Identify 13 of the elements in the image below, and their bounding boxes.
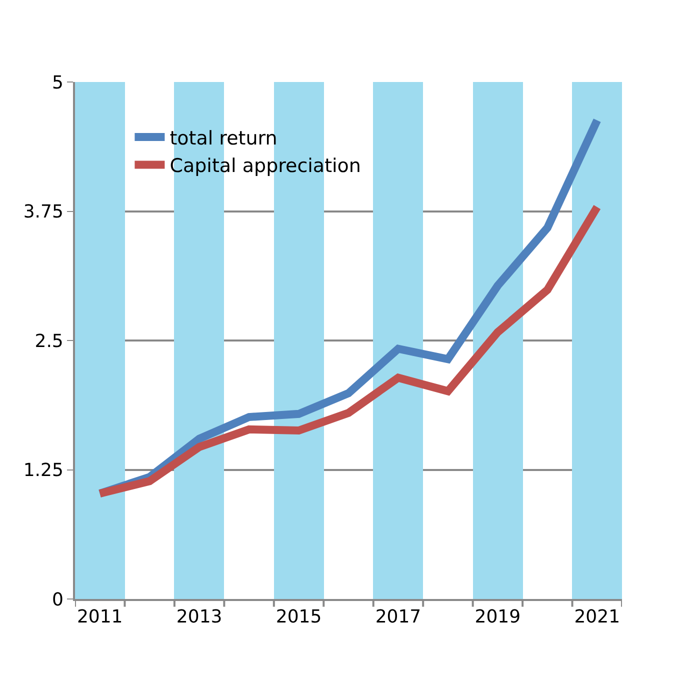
y-tick-label: 0 [52,589,64,610]
legend-label: total return [170,127,278,150]
y-tick-label: 5 [52,72,64,94]
legend-label: Capital appreciation [170,155,361,178]
x-tick-label: 2019 [474,606,521,628]
y-tick-label: 1.25 [23,460,64,482]
x-tick-label: 2015 [276,606,322,628]
x-tick-label: 2021 [574,606,620,628]
x-tick-label: 2013 [176,606,222,628]
y-tick-label: 2.5 [34,330,64,352]
x-tick-label: 2017 [375,606,422,628]
x-tick-label: 2011 [76,606,123,628]
y-tick-label: 3.75 [23,202,64,223]
